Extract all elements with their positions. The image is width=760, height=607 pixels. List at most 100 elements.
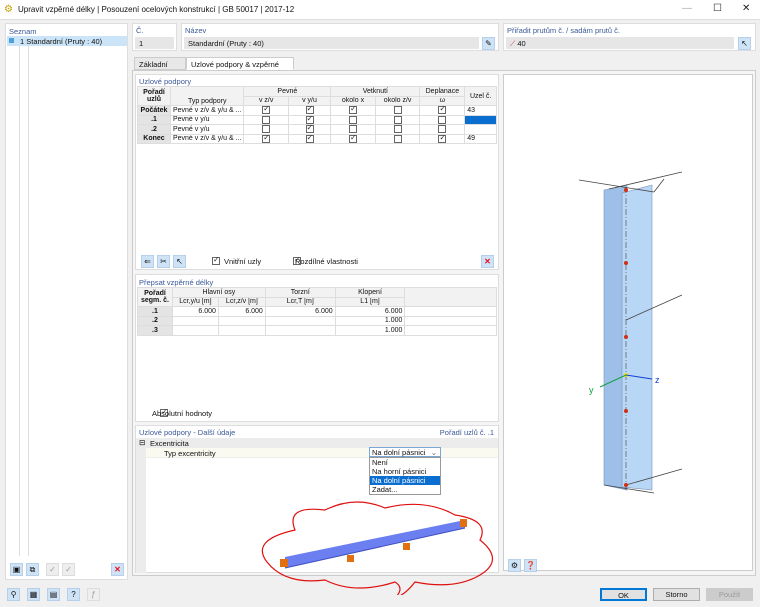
check-cell[interactable]	[243, 124, 289, 135]
collapse-icon[interactable]: ⊟	[139, 438, 146, 447]
edit-name-icon[interactable]: ✎	[482, 37, 495, 50]
excentricity-select[interactable]: Na dolní pásnici ⌄	[369, 447, 441, 457]
search-icon[interactable]: ⚲	[7, 588, 20, 601]
node-cell[interactable]	[464, 124, 497, 135]
l1-cell[interactable]: 1.000	[334, 315, 406, 326]
checkbox[interactable]	[262, 115, 271, 124]
checkbox[interactable]	[348, 106, 357, 115]
node-cell[interactable]: 43	[464, 105, 497, 116]
delete-row-icon[interactable]: ✕	[481, 255, 494, 268]
tab-basic[interactable]: Základní údaje	[134, 57, 186, 78]
support-type-cell[interactable]: Pevné v y/u	[169, 124, 245, 135]
table-row[interactable]: .1 Pevné v y/u	[137, 114, 497, 125]
pick-members-icon[interactable]: ↖	[738, 37, 751, 50]
name-field[interactable]: Standardní (Pruty : 40)	[184, 37, 479, 49]
check-cell[interactable]	[287, 133, 332, 144]
new-item-icon[interactable]: ▣	[10, 563, 23, 576]
check-cell[interactable]	[287, 114, 332, 125]
check-cell[interactable]	[419, 105, 466, 116]
dropdown-option[interactable]: Zadat...	[372, 485, 398, 494]
support-type-cell[interactable]: Pevné v z/v & y/u & ...	[169, 105, 245, 116]
dropdown-option[interactable]: Není	[372, 458, 388, 467]
lcrt-cell[interactable]: 6.000	[264, 306, 336, 317]
check-cell[interactable]	[374, 124, 421, 135]
check-cell[interactable]	[419, 133, 466, 144]
checkbox[interactable]	[262, 106, 271, 115]
check-cell[interactable]	[330, 114, 376, 125]
checkbox[interactable]	[348, 115, 357, 124]
lcrz-cell[interactable]	[217, 315, 266, 326]
add-node-icon[interactable]: ⇐	[141, 255, 154, 268]
help-icon[interactable]: ?	[67, 588, 80, 601]
check-cell[interactable]	[419, 124, 466, 135]
check-cell[interactable]	[243, 133, 289, 144]
formula-icon[interactable]: ƒ	[87, 588, 100, 601]
support-type-cell[interactable]: Pevné v y/u	[169, 114, 245, 125]
node-cell[interactable]	[464, 114, 497, 125]
info-icon[interactable]: ▤	[47, 588, 60, 601]
check-cell[interactable]	[330, 105, 376, 116]
checkbox[interactable]	[262, 134, 271, 143]
cancel-button[interactable]: Storno	[653, 588, 700, 601]
checkbox[interactable]	[393, 106, 402, 115]
assign-field[interactable]: ⟋ 40	[506, 37, 734, 49]
3d-view[interactable]: y z ⚙ ❓	[503, 74, 753, 572]
display-icon[interactable]: ❓	[524, 559, 537, 572]
check-cell[interactable]	[243, 105, 289, 116]
check-cell[interactable]	[374, 105, 421, 116]
checkbox[interactable]	[305, 115, 314, 124]
lcrt-cell[interactable]	[264, 315, 336, 326]
checkbox[interactable]	[305, 125, 314, 134]
lcrz-cell[interactable]: 6.000	[217, 306, 266, 317]
group-excentricity[interactable]: ⊟ Excentricita	[136, 438, 498, 448]
check-cell[interactable]	[287, 105, 332, 116]
checkbox[interactable]	[348, 134, 357, 143]
lcry-cell[interactable]	[171, 315, 219, 326]
lcry-cell[interactable]	[171, 325, 219, 336]
checkbox[interactable]	[393, 125, 402, 134]
checkbox[interactable]	[393, 115, 402, 124]
inner-nodes-checkbox[interactable]	[212, 255, 220, 266]
checkbox[interactable]	[262, 125, 271, 134]
close-button[interactable]: ✕	[742, 3, 751, 14]
check-cell[interactable]	[330, 133, 376, 144]
view-settings-icon[interactable]: ⚙	[508, 559, 521, 572]
checkbox[interactable]	[438, 106, 447, 115]
checkbox[interactable]	[305, 106, 314, 115]
dropdown-option[interactable]: Na horní pásnici	[372, 467, 427, 476]
delete-icon[interactable]: ✕	[111, 563, 124, 576]
check-all-icon[interactable]: ✓	[46, 563, 59, 576]
check-cell[interactable]	[374, 114, 421, 125]
lcrt-cell[interactable]	[264, 325, 336, 336]
different-props-checkbox[interactable]	[293, 255, 302, 266]
checkbox[interactable]	[393, 134, 402, 143]
pick-node-icon[interactable]: ↖	[173, 255, 186, 268]
absolute-values-checkbox[interactable]	[160, 407, 169, 418]
table-row[interactable]: .1 6.000 6.000 6.000 6.000	[137, 306, 497, 317]
remove-node-icon[interactable]: ✂	[157, 255, 170, 268]
checkbox[interactable]	[438, 115, 447, 124]
checkbox[interactable]	[438, 134, 447, 143]
tab-supports[interactable]: Uzlové podpory & vzpěrné délky	[186, 57, 294, 78]
table-icon[interactable]: ▦	[27, 588, 40, 601]
table-row[interactable]: .3 1.000	[137, 325, 497, 336]
lcry-cell[interactable]: 6.000	[171, 306, 219, 317]
uncheck-icon[interactable]: ✓	[62, 563, 75, 576]
checkbox[interactable]	[438, 125, 447, 134]
list-item[interactable]: 1 Standardní (Pruty : 40)	[7, 36, 127, 46]
l1-cell[interactable]: 1.000	[334, 325, 406, 336]
apply-button[interactable]: Použít	[706, 588, 753, 601]
number-field[interactable]: 1	[135, 37, 174, 49]
l1-cell[interactable]: 6.000	[334, 306, 406, 317]
check-cell[interactable]	[330, 124, 376, 135]
check-cell[interactable]	[243, 114, 289, 125]
minimize-button[interactable]: —	[682, 3, 692, 14]
check-cell[interactable]	[287, 124, 332, 135]
maximize-button[interactable]: ☐	[713, 3, 722, 14]
check-cell[interactable]	[419, 114, 466, 125]
table-row[interactable]: .2 1.000	[137, 315, 497, 326]
checkbox[interactable]	[348, 125, 357, 134]
lcrz-cell[interactable]	[217, 325, 266, 336]
